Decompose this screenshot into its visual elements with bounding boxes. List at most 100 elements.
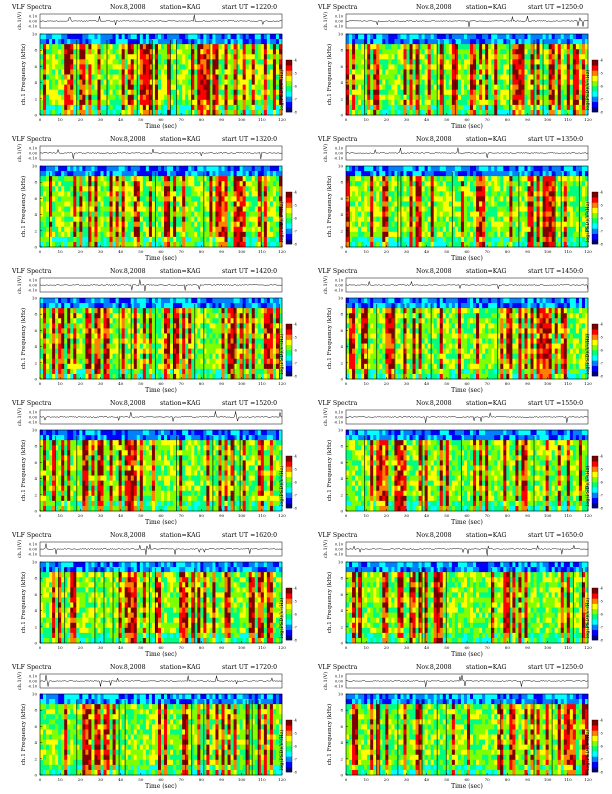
colorbar-segment — [286, 746, 292, 752]
colorbar-tick-label: -6 — [600, 216, 603, 220]
colorbar-tick-label: -8 — [294, 242, 297, 246]
x-tick-label: 80 — [505, 249, 511, 254]
x-tick-label: 0 — [39, 513, 42, 518]
colorbar-segment — [286, 223, 292, 229]
colorbar-segment — [286, 482, 292, 488]
x-tick-label: 110 — [258, 249, 266, 254]
colorbar-label: log(PSD)(V²/Hz) — [278, 70, 285, 111]
x-tick-label: 30 — [98, 645, 104, 650]
x-tick-label: 90 — [525, 645, 531, 650]
colorbar-segment — [592, 604, 598, 610]
x-tick-label: 10 — [58, 513, 64, 518]
colorbar-tick-label: -7 — [600, 229, 603, 233]
colorbar-tick-label: -7 — [294, 97, 297, 101]
x-axis-label: Time (sec) — [451, 651, 483, 658]
y-tick-label: 2 — [340, 492, 343, 497]
x-tick-label: 20 — [78, 513, 84, 518]
colorbar-segment — [286, 70, 292, 76]
colorbar-segment — [592, 741, 598, 747]
x-tick-label: 0 — [39, 645, 42, 650]
waveform-tick-label: 0.10 — [29, 543, 38, 547]
colorbar-segment — [286, 720, 292, 726]
colorbar-segment — [592, 503, 598, 509]
y-tick-label: 4 — [340, 80, 343, 85]
x-tick-label: 110 — [564, 513, 572, 518]
x-tick-label: 40 — [424, 249, 430, 254]
colorbar-segment — [592, 461, 598, 467]
y-tick-label: 8 — [340, 180, 343, 185]
spectrogram-ylabel: ch.1 Frequency (kHz) — [326, 176, 333, 237]
spectrogram-ylabel: ch.1 Frequency (kHz) — [20, 572, 27, 633]
y-tick-label: 8 — [340, 576, 343, 581]
y-tick-label: 6 — [34, 724, 37, 729]
colorbar-segment — [286, 609, 292, 615]
spectrogram-image — [40, 430, 282, 511]
x-tick-label: 10 — [58, 777, 64, 782]
y-tick-label: 2 — [340, 360, 343, 365]
colorbar-segment — [592, 208, 598, 214]
colorbar-segment — [592, 619, 598, 625]
x-tick-label: 80 — [505, 777, 511, 782]
colorbar-tick-label: -4 — [600, 454, 603, 458]
x-tick-label: 120 — [278, 249, 286, 254]
x-tick-label: 90 — [525, 513, 531, 518]
x-tick-label: 10 — [364, 249, 370, 254]
y-tick-label: 2 — [34, 360, 37, 365]
colorbar-tick-label: -5 — [294, 335, 297, 339]
x-axis-label: Time (sec) — [451, 519, 483, 526]
colorbar-tick-label: -4 — [600, 190, 603, 194]
colorbar-tick-label: -7 — [600, 625, 603, 629]
x-tick-label: 50 — [444, 513, 450, 518]
x-tick-label: 10 — [364, 381, 370, 386]
x-tick-label: 120 — [584, 513, 592, 518]
waveform-tick-label: 0.10 — [29, 411, 38, 415]
x-tick-label: 20 — [384, 117, 390, 122]
x-tick-label: 70 — [179, 117, 185, 122]
colorbar-segment — [592, 202, 598, 208]
colorbar-segment — [592, 86, 598, 92]
colorbar-label: log(PSD)(V²/Hz) — [278, 598, 285, 639]
colorbar-segment — [286, 730, 292, 736]
colorbar-label: log(PSD)(V²/Hz) — [584, 70, 591, 111]
waveform-tick-label: 0.00 — [29, 416, 38, 420]
colorbar-label: log(PSD)(V²/Hz) — [584, 598, 591, 639]
y-tick-label: 4 — [34, 740, 37, 745]
y-tick-label: 10 — [338, 692, 344, 697]
colorbar-tick-label: -8 — [294, 770, 297, 774]
y-tick-label: 8 — [340, 444, 343, 449]
colorbar-tick-label: -4 — [294, 58, 297, 62]
colorbar-segment — [286, 96, 292, 102]
x-tick-label: 10 — [364, 645, 370, 650]
colorbar-tick-label: -6 — [600, 348, 603, 352]
colorbar-tick-label: -5 — [294, 203, 297, 207]
colorbar-segment — [592, 350, 598, 356]
x-tick-label: 50 — [444, 381, 450, 386]
y-tick-label: 8 — [340, 48, 343, 53]
colorbar-tick-label: -5 — [600, 599, 603, 603]
y-tick-label: 10 — [338, 428, 344, 433]
x-tick-label: 110 — [564, 381, 572, 386]
colorbar-segment — [286, 329, 292, 335]
waveform-tick-label: 0.10 — [29, 147, 38, 151]
waveform-tick-label: 0.00 — [29, 680, 38, 684]
x-tick-label: 60 — [464, 249, 470, 254]
y-tick-label: 2 — [340, 624, 343, 629]
colorbar-segment — [592, 472, 598, 478]
colorbar-segment — [286, 60, 292, 66]
colorbar-segment — [286, 218, 292, 224]
x-tick-label: 20 — [78, 249, 84, 254]
y-tick-label: 10 — [32, 428, 38, 433]
y-tick-label: 10 — [32, 560, 38, 565]
x-tick-label: 40 — [118, 777, 124, 782]
x-tick-label: 60 — [464, 777, 470, 782]
colorbar-segment — [286, 192, 292, 198]
colorbar-segment — [592, 598, 598, 604]
x-tick-label: 0 — [39, 381, 42, 386]
